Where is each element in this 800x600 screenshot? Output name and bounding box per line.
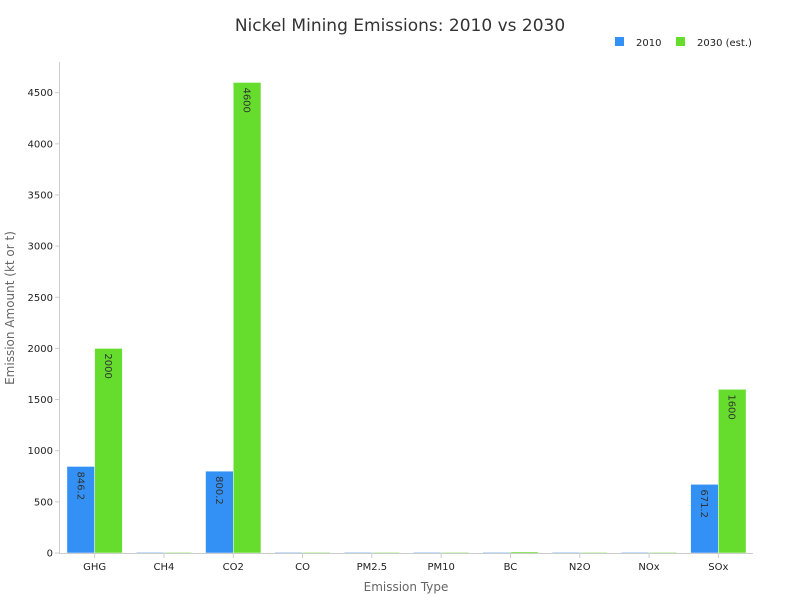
legend: 2010 2030 (est.): [615, 37, 752, 49]
data-label: 671.2: [698, 489, 709, 518]
y-tick-label: 3000: [28, 242, 53, 253]
bar-n2o-2030: [579, 551, 608, 554]
x-tick-label: SOx: [708, 562, 728, 573]
y-tick-label: 2000: [28, 344, 53, 355]
x-tick-label: NOx: [638, 562, 659, 573]
data-label: 800.2: [213, 476, 224, 505]
bar-pm10-2010: [413, 551, 442, 554]
y-tick-label: 4000: [28, 139, 53, 150]
x-tick-label: PM10: [427, 562, 454, 573]
bar-ch4-2010: [135, 551, 165, 554]
bar-n2o-2010: [551, 551, 581, 554]
x-axis-title: Emission Type: [364, 580, 449, 594]
y-tick-label: 2500: [28, 293, 53, 304]
chart-title: Nickel Mining Emissions: 2010 vs 2030: [235, 16, 565, 36]
bar-ghg-2030: [94, 348, 123, 554]
bar-pm10-2030: [440, 551, 470, 554]
x-tick-label: N2O: [569, 562, 591, 573]
y-axis: 0 500 1000 1500 2000 2500 3000 3500 4000 4500: [28, 88, 60, 560]
bar-sox-2030: [718, 389, 747, 554]
x-tick-label: GHG: [83, 562, 106, 573]
y-tick-label: 0: [47, 549, 53, 560]
bar-bc-2030: [510, 551, 539, 554]
bars: 846.2 2000 800.2 4600 671.2 1600: [66, 82, 747, 554]
legend-swatch-2010: [615, 37, 624, 46]
data-label: 2000: [102, 353, 113, 378]
x-tick-label: CH4: [154, 562, 175, 573]
bar-co2-2030: [233, 82, 262, 554]
bar-nox-2010: [621, 551, 650, 554]
legend-swatch-2030: [676, 37, 685, 46]
legend-label-2010: 2010: [636, 38, 661, 49]
bar-bc-2010: [482, 551, 511, 554]
y-tick-label: 500: [34, 497, 53, 508]
x-tick-label: BC: [504, 562, 518, 573]
x-tick-label: CO: [295, 562, 310, 573]
y-tick-label: 1500: [28, 395, 53, 406]
x-axis: GHG CH4 CO2 CO PM2.5 PM10 BC N2O NOx SOx: [83, 553, 728, 573]
legend-label-2030: 2030 (est.): [697, 38, 752, 49]
bar-nox-2030: [648, 551, 678, 554]
y-tick-label: 1000: [28, 446, 53, 457]
x-tick-label: CO2: [223, 562, 244, 573]
x-tick-label: PM2.5: [357, 562, 388, 573]
data-label: 1600: [726, 394, 737, 419]
data-label: 846.2: [74, 471, 85, 500]
bar-co-2030: [302, 551, 331, 554]
y-axis-title: Emission Amount (kt or t): [3, 231, 17, 385]
data-label: 4600: [241, 87, 252, 112]
bar-pm25-2010: [343, 551, 373, 554]
bar-pm25-2030: [371, 551, 400, 554]
bar-co2-2010: [205, 470, 234, 554]
y-tick-label: 4500: [28, 88, 53, 99]
bar-co-2010: [274, 551, 303, 554]
y-tick-label: 3500: [28, 190, 53, 201]
bar-ch4-2030: [163, 551, 192, 554]
